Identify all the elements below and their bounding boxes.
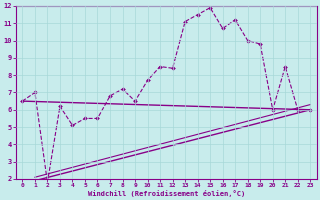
X-axis label: Windchill (Refroidissement éolien,°C): Windchill (Refroidissement éolien,°C) [88, 190, 245, 197]
